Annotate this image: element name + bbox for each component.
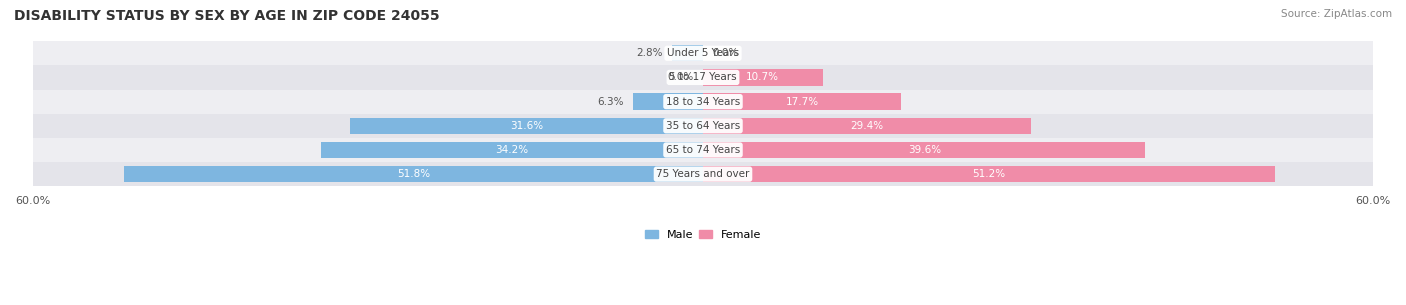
Bar: [633, 93, 703, 110]
Text: 10.7%: 10.7%: [747, 73, 779, 82]
Bar: [32, 41, 1374, 65]
Text: 75 Years and over: 75 Years and over: [657, 169, 749, 179]
Bar: [703, 166, 1275, 182]
Text: 29.4%: 29.4%: [851, 121, 884, 131]
Bar: [32, 162, 1374, 186]
Bar: [32, 90, 1374, 114]
Bar: [703, 142, 1146, 158]
Text: 51.2%: 51.2%: [973, 169, 1005, 179]
Text: 51.8%: 51.8%: [396, 169, 430, 179]
Text: Under 5 Years: Under 5 Years: [666, 48, 740, 58]
Bar: [350, 117, 703, 134]
Text: 35 to 64 Years: 35 to 64 Years: [666, 121, 740, 131]
Bar: [321, 142, 703, 158]
Text: 5 to 17 Years: 5 to 17 Years: [669, 73, 737, 82]
Bar: [703, 69, 823, 86]
Text: 2.8%: 2.8%: [637, 48, 662, 58]
Text: 39.6%: 39.6%: [908, 145, 941, 155]
Bar: [672, 45, 703, 62]
Text: 6.3%: 6.3%: [598, 97, 624, 107]
Bar: [32, 65, 1374, 90]
Bar: [32, 138, 1374, 162]
Bar: [32, 114, 1374, 138]
Text: 17.7%: 17.7%: [786, 97, 818, 107]
Text: 18 to 34 Years: 18 to 34 Years: [666, 97, 740, 107]
Bar: [124, 166, 703, 182]
Legend: Male, Female: Male, Female: [640, 225, 766, 244]
Text: 0.0%: 0.0%: [668, 73, 695, 82]
Bar: [703, 93, 901, 110]
Bar: [703, 117, 1032, 134]
Text: DISABILITY STATUS BY SEX BY AGE IN ZIP CODE 24055: DISABILITY STATUS BY SEX BY AGE IN ZIP C…: [14, 9, 440, 23]
Text: 31.6%: 31.6%: [510, 121, 543, 131]
Text: Source: ZipAtlas.com: Source: ZipAtlas.com: [1281, 9, 1392, 19]
Text: 0.0%: 0.0%: [711, 48, 738, 58]
Text: 34.2%: 34.2%: [495, 145, 529, 155]
Text: 65 to 74 Years: 65 to 74 Years: [666, 145, 740, 155]
